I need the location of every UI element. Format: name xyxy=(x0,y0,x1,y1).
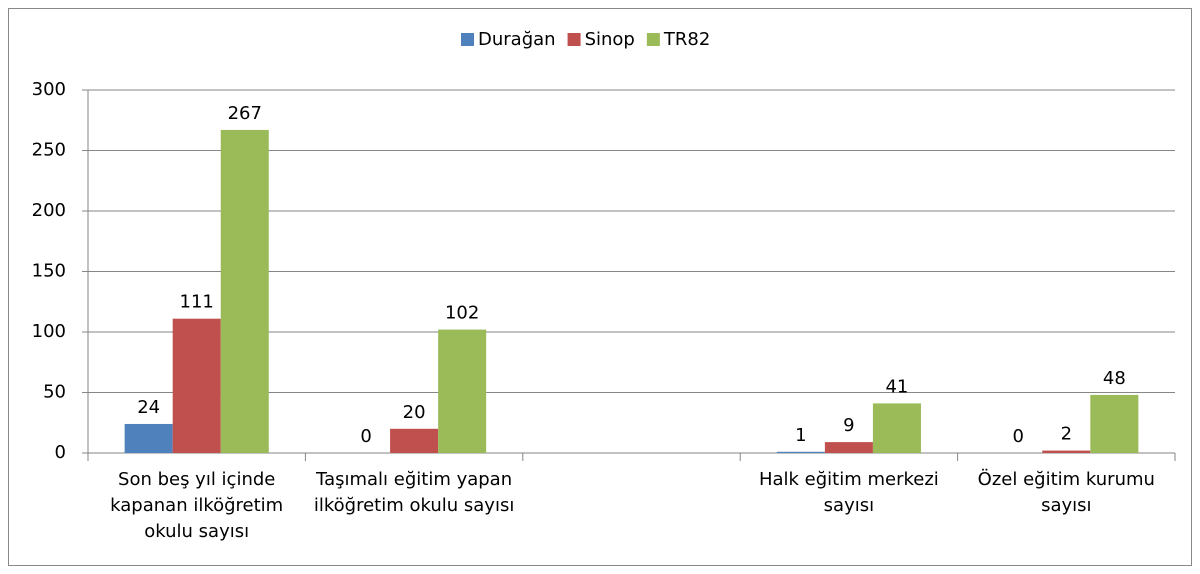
bar xyxy=(438,329,487,453)
data-label: 24 xyxy=(137,397,160,418)
data-label: 2 xyxy=(1061,424,1072,445)
bar xyxy=(776,451,825,453)
data-label: 267 xyxy=(228,103,262,124)
legend-label: Durağan xyxy=(478,29,556,50)
data-label: 20 xyxy=(403,402,426,423)
x-tick-label-box: Özel eğitim kurumu sayısı xyxy=(977,469,1155,516)
y-tick-label: 250 xyxy=(32,140,66,161)
y-tick-label: 200 xyxy=(32,200,66,221)
x-tick-label: Taşımalı eğitim yapan ilköğretim okulu s… xyxy=(313,469,515,516)
bar xyxy=(172,318,221,453)
y-tick-label: 100 xyxy=(32,321,66,342)
legend-label: Sinop xyxy=(585,29,635,50)
bar xyxy=(872,403,921,453)
bar xyxy=(390,428,439,453)
legend-swatch xyxy=(567,33,581,46)
x-tick-label: Son beş yıl içinde kapanan ilköğretim ok… xyxy=(110,469,284,542)
x-tick-label: Özel eğitim kurumu sayısı xyxy=(977,469,1155,516)
data-label: 111 xyxy=(180,292,214,313)
data-label: 0 xyxy=(360,426,371,447)
data-label: 102 xyxy=(445,303,479,324)
y-tick-label: 50 xyxy=(43,382,66,403)
bar xyxy=(124,423,173,453)
legend-swatch xyxy=(461,33,474,46)
legend-swatch xyxy=(646,33,660,46)
x-tick-label-box: Son beş yıl içinde kapanan ilköğretim ok… xyxy=(110,469,284,542)
data-label: 9 xyxy=(843,415,854,436)
data-label: 48 xyxy=(1103,368,1126,389)
bar xyxy=(220,129,269,453)
bar xyxy=(1090,394,1139,453)
x-tick-label-box: Halk eğitim merkezi sayısı xyxy=(758,469,939,516)
legend-label: TR82 xyxy=(663,29,710,50)
bar xyxy=(824,442,873,453)
y-tick-label: 150 xyxy=(32,261,66,282)
data-label: 1 xyxy=(795,425,806,446)
y-tick-label: 0 xyxy=(55,442,66,463)
x-tick-label-box: Taşımalı eğitim yapan ilköğretim okulu s… xyxy=(313,469,515,516)
x-tick-label: Halk eğitim merkezi sayısı xyxy=(758,469,939,516)
y-tick-label: 300 xyxy=(32,79,66,100)
bar xyxy=(1042,450,1091,453)
data-label: 41 xyxy=(885,376,908,397)
data-label: 0 xyxy=(1013,426,1024,447)
chart-border xyxy=(8,8,1192,566)
